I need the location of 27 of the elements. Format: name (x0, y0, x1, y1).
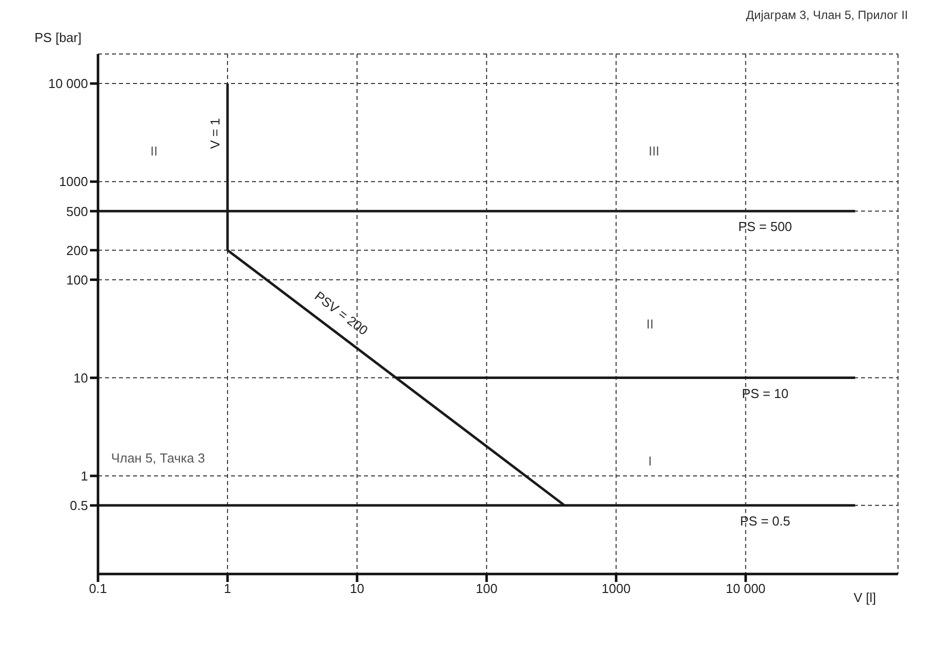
x-tick-label: 1000 (602, 581, 631, 596)
annotation: II (646, 316, 654, 331)
chart-title: Дијаграм 3, Члан 5, Прилог II (745, 8, 909, 24)
series-label: PS = 500 (738, 219, 792, 234)
y-tick-label: 500 (66, 204, 88, 219)
y-tick-label: 100 (66, 272, 88, 288)
text: V = 1 (208, 118, 223, 149)
series-label: PS = 0.5 (740, 513, 790, 528)
x-tick-label: 10 000 (726, 581, 766, 596)
x-tick-label: 1 (224, 581, 232, 596)
series-label: PS = 10 (742, 386, 788, 401)
x-tick-label: 100 (476, 581, 498, 596)
y-tick-label: 10 (74, 370, 88, 386)
y-tick-label: 0.5 (70, 498, 88, 514)
x-tick-label: 0.1 (88, 581, 108, 596)
x-tick-label: 10 (350, 581, 364, 596)
y-axis-title: PS [bar] (34, 30, 82, 45)
y-tick-label: 10 000 (48, 76, 88, 92)
x-axis-title: V [l] (854, 590, 876, 605)
y-tick-label: 200 (66, 242, 88, 258)
y-tick-label: 1000 (59, 174, 88, 190)
text: PSV = 200 (312, 288, 371, 338)
y-tick-label: 1 (80, 468, 88, 484)
annotation: III (648, 143, 660, 158)
annotation: Члан 5, Тачка 3 (111, 450, 205, 466)
annotation: I (648, 454, 652, 468)
annotation: II (150, 143, 158, 158)
